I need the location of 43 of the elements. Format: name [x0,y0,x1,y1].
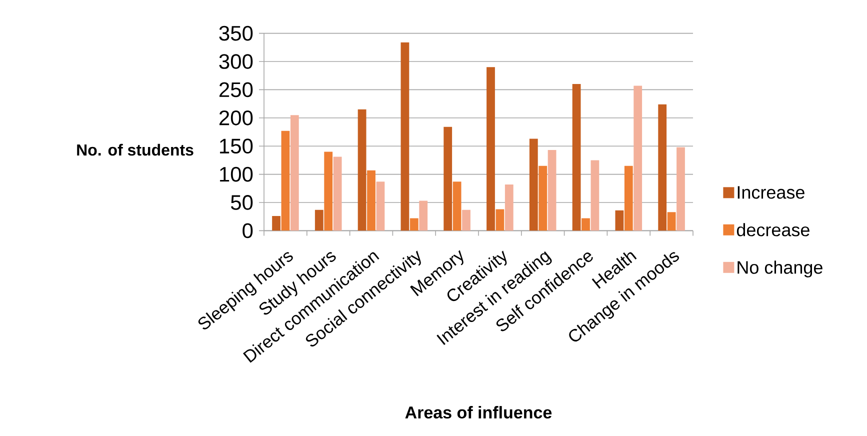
bar [367,170,376,231]
bar [538,166,548,231]
legend-label: Increase [738,186,804,199]
bar [324,152,333,231]
bar [358,109,366,231]
y-tick-label: 350 [219,26,253,41]
bar [400,42,410,231]
bar [419,200,428,231]
y-tick-label: 0 [242,223,253,238]
bar [590,160,600,231]
bar [582,218,590,231]
y-tick-label: 150 [220,138,253,154]
bar [444,126,452,231]
bar [504,184,514,231]
y-tick-label: 100 [220,166,253,182]
bar [376,182,385,231]
bar [486,67,495,231]
bar [676,147,685,231]
legend-label: No change [738,260,822,278]
y-tick-label: 200 [219,110,253,126]
bar [462,210,470,231]
bar [548,150,556,231]
y-tick-label: 300 [219,54,253,69]
bar [529,138,538,231]
bar [658,104,667,231]
bar [634,86,642,231]
y-tick-label: 250 [219,82,253,98]
bar [272,216,280,231]
bar [667,212,676,231]
y-axis-title: No. of students [77,144,194,156]
bar [496,209,504,231]
bar [314,210,324,231]
bar [281,130,290,231]
x-axis-title: Areas of influence [405,406,552,419]
bar [290,115,299,231]
legend-label: decrease [736,223,810,236]
bar [333,156,342,231]
bar [452,182,462,231]
bar [624,166,633,231]
bar [615,210,624,231]
y-tick-label: 50 [230,195,253,210]
bar [410,218,418,231]
bar [572,84,581,231]
